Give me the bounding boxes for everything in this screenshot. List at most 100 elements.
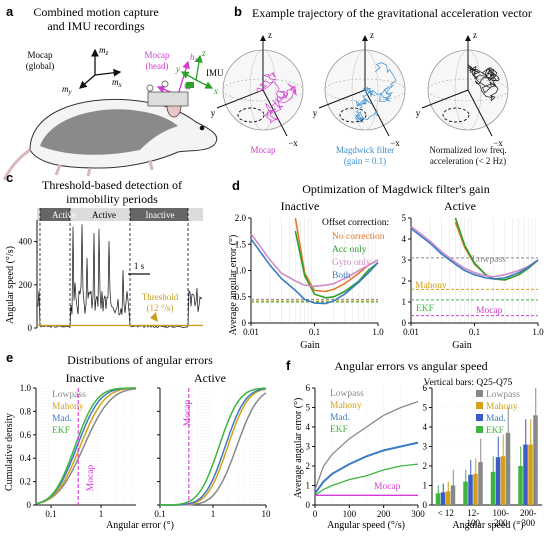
x-tick-label: 0.1: [45, 509, 56, 519]
panel-f-bar-xlabel: Angular speed (°): [452, 520, 523, 531]
panel-c-title-2: immobility periods: [66, 192, 158, 206]
y-tick-label: 0.4: [20, 453, 32, 463]
x-tick-label: 1.0: [372, 327, 384, 337]
y-tick-label: 2.0: [235, 213, 247, 223]
sphere-caption-line2: (gain = 0.1): [344, 156, 386, 166]
y-tick-label: 400: [19, 237, 33, 247]
bar: [468, 474, 473, 505]
x-tick-label: 0.1: [309, 327, 320, 337]
panel-e-title: Distributions of angular errors: [67, 353, 213, 367]
x-tick-label: 300: [411, 509, 425, 519]
bar: [490, 471, 496, 505]
bar: [533, 415, 538, 505]
imu-axes: z y x IMU: [175, 48, 224, 96]
x-tick-label: 10: [262, 509, 272, 519]
series-line: [294, 230, 379, 299]
panel-e-letter: e: [6, 350, 13, 365]
e-mocap-label-right: Mocap: [183, 400, 193, 427]
x-tick-label: 200: [377, 509, 391, 519]
x-tick-label: 1: [99, 509, 104, 519]
panel-c-letter: c: [6, 170, 13, 185]
y-tick-label: 1.5: [235, 239, 247, 249]
y-tick-label: 2: [306, 461, 311, 471]
state-inactive-2: [130, 208, 188, 221]
cdf-line: [160, 387, 266, 506]
x-tick-label: 100: [343, 509, 357, 519]
bar: [473, 473, 478, 505]
sphere-z-label: z: [370, 30, 374, 40]
y-tick-label: 1: [306, 481, 311, 491]
svg-text:x: x: [213, 86, 218, 96]
sphere-y-axis: [421, 89, 469, 109]
bar-y-tick-label: 5: [423, 403, 428, 413]
series-line: [410, 227, 539, 280]
y-tick-label: 1.0: [20, 383, 32, 393]
legend-gyro-only: Gyro only: [332, 258, 371, 268]
f-legend-mad: Mad.: [330, 413, 350, 423]
panel-f-letter: f: [286, 358, 291, 373]
panel-d-xlabel-right: Gain: [452, 340, 471, 351]
mocap-global-label-1: Mocap: [28, 50, 53, 60]
threshold-label: Threshold: [142, 292, 179, 302]
bar-category-label: 12-: [467, 508, 479, 518]
bar: [518, 466, 523, 505]
bar-category-label: 300: [522, 518, 536, 528]
legend-both: Both: [332, 271, 351, 281]
sphere-y-label: y: [211, 108, 216, 118]
x-tick-label: 0.01: [243, 327, 259, 337]
panel-e-subtitle-active: Active: [194, 371, 226, 385]
sphere-x-axis: [467, 89, 493, 137]
y-tick-label: 6: [306, 383, 311, 393]
panel-d-subtitle-inactive: Inactive: [281, 199, 320, 213]
panel-f-title: Angular errors vs angular speed: [334, 359, 487, 373]
panel-b: b Example trajectory of the gravitationa…: [211, 4, 532, 166]
y-tick-label: 0.8: [20, 406, 32, 416]
active-label-1: Active: [52, 210, 76, 220]
fb-legend-mahony: Mahony: [486, 402, 518, 412]
bar-y-tick-label: 2: [423, 461, 428, 471]
sphere-z-label: z: [473, 30, 477, 40]
legend-acc-only: Acc only: [332, 245, 367, 255]
bar-category-label: 200: [494, 518, 508, 528]
bar-legend-swatch: [476, 390, 483, 397]
bar-category-label: 200-: [520, 508, 537, 518]
global-axes: mz mx my: [62, 45, 123, 96]
panel-d-ylabel: Average angular error (°): [228, 235, 239, 336]
y-tick-label: 0.2: [20, 477, 31, 487]
panel-e-xlabel: Angular error (°): [106, 520, 174, 531]
f-legend-ekf: EKF: [330, 425, 348, 435]
sphere-caption: Magdwick filter: [336, 145, 394, 155]
panel-a: a Combined motion capture and IMU record…: [2, 4, 224, 181]
x-tick-label: 0.01: [403, 327, 419, 337]
series-line: [250, 238, 379, 305]
bar-y-tick-label: 1: [423, 481, 428, 491]
series-line: [410, 225, 539, 278]
bar: [523, 444, 528, 505]
svg-text:z: z: [201, 48, 206, 58]
e-mocap-label-left: Mocap: [86, 465, 96, 492]
x-tick-label: 0.1: [469, 327, 480, 337]
threshold-value: (12 °/s): [147, 303, 174, 313]
active-label-2: Active: [92, 210, 116, 220]
speed-error-line: [314, 400, 419, 490]
scalebar-label: 1 s: [134, 261, 145, 271]
panel-c-ylabel: Angular speed (°/s): [5, 246, 16, 324]
bar-y-tick-label: 6: [423, 383, 428, 393]
y-tick-label: 0.6: [20, 430, 32, 440]
panel-c-title-1: Threshold-based detection of: [42, 178, 182, 192]
panel-b-letter: b: [234, 4, 242, 19]
y-tick-label: 0: [28, 323, 33, 333]
ref-mahony-label: Mahony: [415, 281, 447, 291]
svg-text:my: my: [62, 84, 73, 96]
bar: [495, 457, 501, 505]
sphere-caption: Mocap: [251, 145, 276, 155]
sphere-dashed-region: [339, 107, 367, 123]
bar: [528, 444, 533, 505]
sphere-dashed-region: [237, 107, 265, 123]
y-tick-label: 3: [402, 255, 407, 265]
speed-trace-plot: 0 200 400: [19, 208, 203, 333]
sphere-caption-line2: acceleration (< 2 Hz): [430, 156, 506, 166]
panel-a-title-2: and IMU recordings: [47, 19, 145, 33]
